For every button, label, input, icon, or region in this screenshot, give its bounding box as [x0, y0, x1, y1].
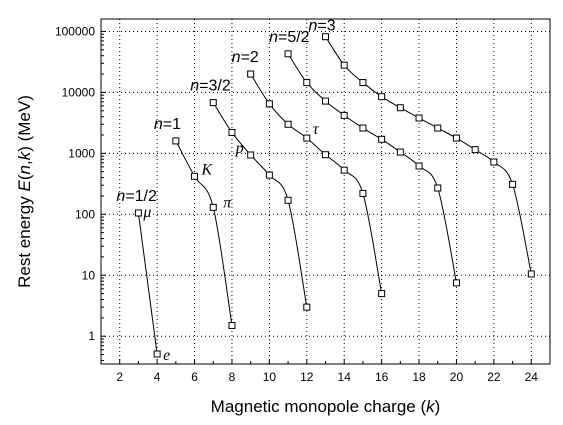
x-axis-ticks: 2 4 6 8 10 12 14 16 18 20 22 24	[100, 359, 551, 384]
series-label: n=1	[154, 116, 181, 133]
data-point	[284, 50, 292, 58]
data-point	[340, 166, 348, 174]
data-point	[340, 111, 348, 119]
particle-label: e	[163, 347, 170, 364]
data-point	[265, 100, 273, 108]
data-point	[471, 146, 479, 154]
x-tick-label: 4	[154, 370, 161, 384]
data-point	[378, 290, 386, 298]
data-point	[359, 124, 367, 132]
data-point	[359, 189, 367, 197]
series-label: n=5/2	[269, 29, 310, 46]
data-point	[322, 33, 329, 41]
y-tick-label: 10	[82, 268, 96, 282]
data-point	[378, 93, 386, 101]
grid-lines	[101, 19, 550, 364]
x-tick-label: 8	[229, 370, 236, 384]
data-point	[228, 128, 236, 136]
data-point	[247, 70, 255, 78]
series-line: n=5/2	[269, 29, 460, 287]
data-point	[303, 303, 311, 311]
series-label: n=3	[309, 18, 336, 35]
y-tick-label: 10000	[62, 85, 96, 99]
series-line: n=1	[154, 116, 236, 329]
series-group: n=1/2 n=1 n=3/2n=2 n=5/2n=3	[116, 18, 535, 358]
data-point	[396, 104, 404, 112]
data-point	[265, 171, 273, 179]
series-label: n=1/2	[116, 188, 157, 205]
data-point	[153, 350, 161, 358]
series-line: n=1/2	[116, 188, 161, 358]
data-point	[209, 99, 217, 107]
data-point	[322, 97, 329, 105]
data-point	[322, 151, 329, 159]
y-tick-label: 1	[88, 329, 95, 343]
series-label: n=2	[232, 49, 259, 66]
data-point	[452, 134, 460, 142]
particle-label: τ	[313, 121, 320, 138]
data-point	[415, 114, 423, 122]
series-line: n=3	[309, 18, 535, 278]
particle-label: p	[235, 140, 244, 157]
y-tick-label: 100	[75, 207, 95, 221]
x-tick-label: 24	[525, 370, 539, 384]
series-line: n=2	[232, 49, 386, 298]
series-curve	[175, 140, 233, 326]
data-point	[172, 137, 180, 145]
data-point	[396, 148, 404, 156]
data-point	[452, 279, 460, 287]
series-line: n=3/2	[190, 78, 311, 311]
data-point	[247, 151, 255, 159]
x-tick-label: 18	[412, 370, 426, 384]
series-curve	[325, 36, 532, 275]
data-point	[284, 120, 292, 128]
x-tick-label: 6	[191, 370, 198, 384]
data-point	[228, 321, 236, 329]
data-point	[191, 172, 199, 180]
particle-label: K	[201, 161, 214, 178]
particle-label: π	[223, 194, 232, 211]
data-point	[209, 203, 217, 211]
particle-label: μ	[142, 204, 151, 221]
x-tick-label: 22	[487, 370, 501, 384]
x-tick-label: 12	[300, 370, 314, 384]
data-point	[434, 184, 442, 192]
series-curve	[137, 212, 158, 355]
x-tick-label: 2	[116, 370, 123, 384]
data-point	[134, 209, 142, 217]
series-curve	[287, 53, 457, 283]
x-axis-title: Magnetic monopole charge (k)	[211, 397, 441, 416]
x-tick-label: 14	[338, 370, 352, 384]
y-tick-label: 1000	[68, 146, 95, 160]
data-point	[303, 79, 311, 87]
data-point	[415, 162, 423, 170]
particle-annotations: μ e Kπ p τ	[142, 121, 319, 364]
series-label: n=3/2	[190, 78, 231, 95]
data-point	[527, 270, 535, 278]
x-tick-label: 10	[263, 370, 277, 384]
data-point	[303, 134, 311, 142]
plot-frame	[100, 18, 551, 365]
data-point	[284, 196, 292, 204]
x-tick-label: 20	[450, 370, 464, 384]
data-point	[509, 180, 517, 188]
data-point	[490, 158, 498, 166]
data-point	[434, 124, 442, 132]
data-point	[378, 135, 386, 143]
data-point	[359, 79, 367, 87]
data-point	[340, 61, 348, 69]
y-axis-ticks: 1 10 100 1000 10000 100000	[55, 24, 106, 361]
y-tick-label: 100000	[55, 24, 95, 38]
x-tick-label: 16	[375, 370, 389, 384]
y-axis-title: Rest energy E(n,k) (MeV)	[15, 95, 34, 288]
